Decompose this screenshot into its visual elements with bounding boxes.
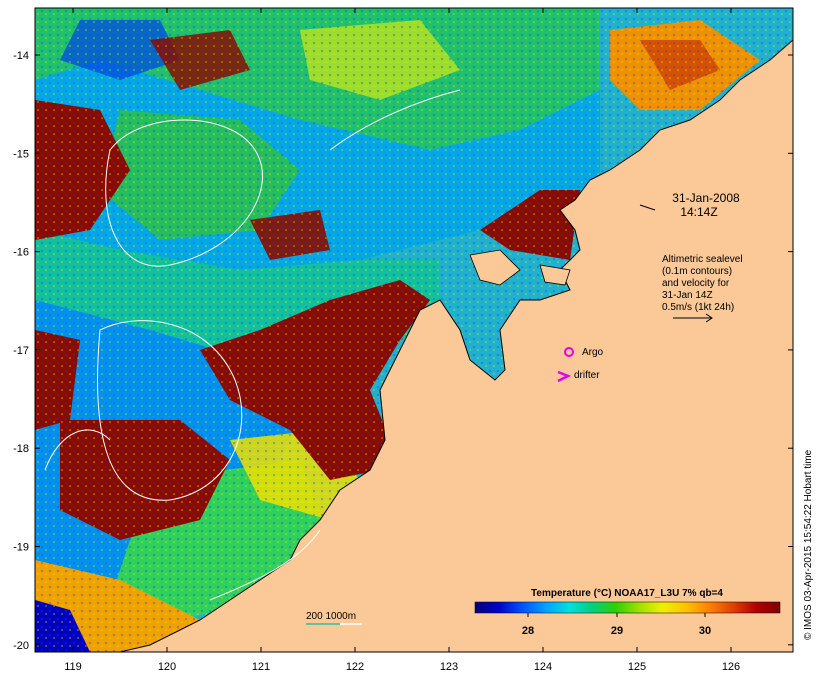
sealevel-note-line-2: (0.1m contours) [662, 266, 732, 277]
x-tick-label: 126 [722, 661, 740, 673]
x-tick-label: 121 [252, 661, 270, 673]
drifter-label: drifter [574, 370, 600, 381]
y-axis: -14 -15 -16 -17 -18 -19 -20 [13, 50, 793, 652]
x-axis: 119 120 121 122 123 124 125 126 [64, 8, 740, 673]
colorbar-title: Temperature (°C) NOAA17_L3U 7% qb=4 [531, 588, 723, 599]
y-tick-label: -16 [13, 247, 29, 259]
argo-label: Argo [582, 347, 604, 358]
sealevel-note: Altimetric sealevel (0.1m contours) and … [662, 254, 743, 323]
sealevel-note-line-4: 31-Jan 14Z [662, 290, 713, 301]
y-tick-label: -18 [13, 443, 29, 455]
sealevel-note-line-5: 0.5m/s (1kt 24h) [662, 302, 734, 313]
x-tick-label: 123 [440, 661, 458, 673]
sealevel-contours [44, 89, 461, 601]
sealevel-note-line-3: and velocity for [662, 278, 730, 289]
depth-contours-label: 200 1000m [306, 611, 356, 622]
land-mass [119, 39, 793, 652]
date-pointer [639, 204, 656, 211]
colorbar-tick-label: 28 [522, 625, 534, 637]
colorbar-tick-label: 29 [611, 625, 623, 637]
plot-frame [34, 7, 794, 653]
sea-surface-temperature-field [35, 8, 793, 652]
credit-text: © IMOS 03-Apr-2015 15:54:22 Hobart time [803, 449, 814, 640]
y-tick-label: -20 [13, 640, 29, 652]
drifter-marker-icon [557, 370, 572, 383]
date-label: 31-Jan-2008 [672, 191, 740, 205]
y-tick-label: -19 [13, 542, 29, 554]
x-tick-label: 122 [346, 661, 364, 673]
x-tick-label: 124 [534, 661, 552, 673]
x-tick-label: 120 [158, 661, 176, 673]
time-label: 14:14Z [680, 205, 717, 219]
colorbar-strip [474, 601, 781, 614]
y-tick-label: -14 [13, 50, 29, 62]
y-tick-label: -15 [13, 148, 29, 160]
x-tick-label: 125 [628, 661, 646, 673]
sealevel-note-line-1: Altimetric sealevel [662, 254, 743, 265]
x-tick-label: 119 [64, 661, 82, 673]
colorbar: Temperature (°C) NOAA17_L3U 7% qb=4 28 29… [474, 588, 781, 637]
arrowhead-icon [705, 313, 713, 323]
argo-marker-icon [564, 347, 574, 357]
y-tick-label: -17 [13, 345, 29, 357]
colorbar-tick-label: 30 [699, 625, 711, 637]
